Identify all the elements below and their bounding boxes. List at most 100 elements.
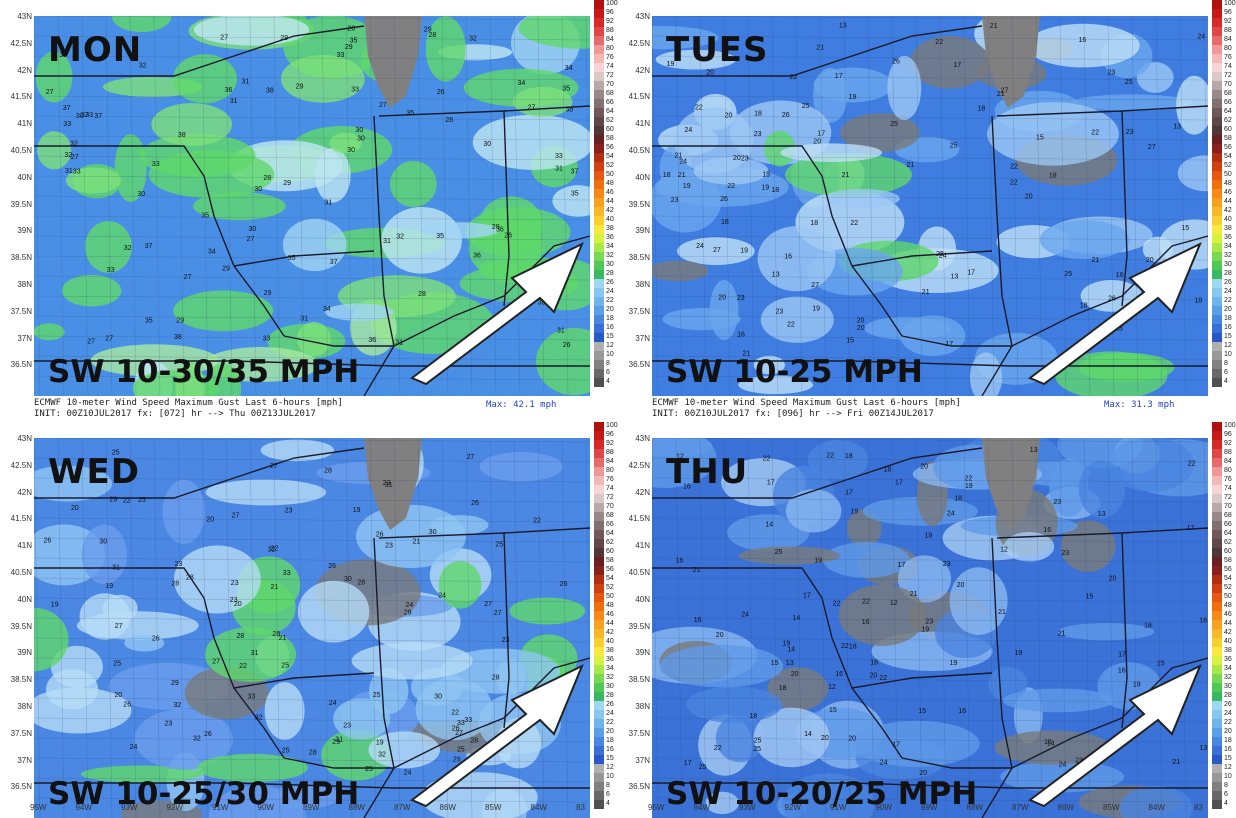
station-gust-value: 28 (237, 633, 245, 640)
station-gust-value: 27 (105, 336, 113, 343)
station-gust-value: 17 (953, 62, 961, 69)
station-gust-value: 24 (406, 602, 414, 609)
colorbar-swatch (1212, 791, 1222, 800)
latitude-label: 39.5N (618, 622, 650, 631)
station-gust-value: 22 (714, 745, 722, 752)
colorbar-label: 46 (606, 189, 614, 196)
colorbar-label: 100 (1224, 422, 1236, 429)
station-gust-value: 33 (248, 693, 256, 700)
station-gust-value: 31 (65, 168, 73, 175)
wind-field-patch (480, 452, 563, 481)
station-gust-value: 38 (178, 132, 186, 139)
station-gust-value: 19 (851, 508, 859, 515)
longitude-label: 85W (485, 803, 501, 812)
colorbar-label: 40 (1224, 216, 1232, 223)
colorbar-swatch (594, 566, 604, 575)
colorbar-swatch (1212, 243, 1222, 252)
latitude-label: 39N (0, 648, 32, 657)
colorbar-label: 26 (606, 279, 614, 286)
station-gust-value: 24 (438, 593, 446, 600)
latitude-label: 41N (0, 541, 32, 550)
latitude-label: 38N (618, 280, 650, 289)
colorbar-swatch (1212, 620, 1222, 629)
colorbar-swatch (1212, 746, 1222, 755)
station-gust-value: 12 (828, 684, 836, 691)
station-gust-value: 20 (957, 582, 965, 589)
colorbar-label: 6 (606, 791, 610, 798)
wind-field-patch (739, 547, 840, 565)
colorbar-swatch (1212, 306, 1222, 315)
colorbar-swatch (594, 503, 604, 512)
station-gust-value: 21 (678, 172, 686, 179)
caption-init: INIT: 00Z10JUL2017 fx: [096] hr --> Fri … (652, 409, 961, 420)
station-gust-value: 22 (1188, 461, 1196, 468)
colorbar-swatch (594, 530, 604, 539)
station-gust-value: 14 (804, 731, 812, 738)
station-gust-value: 30 (344, 576, 352, 583)
station-gust-value: 28 (186, 574, 194, 581)
station-gust-value: 14 (787, 646, 795, 653)
station-gust-value: 18 (663, 172, 671, 179)
station-gust-value: 23 (943, 561, 951, 568)
colorbar-label: 88 (1224, 27, 1232, 34)
station-gust-value: 31 (383, 238, 391, 245)
colorbar-swatch (594, 90, 604, 99)
station-gust-value: 25 (753, 746, 761, 753)
colorbar-swatch (594, 72, 604, 81)
colorbar-swatch (1212, 108, 1222, 117)
longitude-label: 86W (1058, 803, 1074, 812)
station-gust-value: 23 (1061, 550, 1069, 557)
colorbar-swatch (1212, 36, 1222, 45)
station-gust-value: 29 (332, 739, 340, 746)
station-gust-value: 21 (907, 162, 915, 169)
station-gust-value: 24 (947, 511, 955, 518)
station-gust-value: 24 (685, 127, 693, 134)
colorbar-label: 42 (1224, 207, 1232, 214)
station-gust-value: 32 (396, 233, 404, 240)
station-gust-value: 20 (920, 464, 928, 471)
colorbar-label: 15 (1224, 755, 1232, 762)
wind-field-patch (82, 525, 127, 585)
colorbar-label: 56 (606, 144, 614, 151)
colorbar-swatch (1212, 647, 1222, 656)
colorbar-label: 60 (606, 126, 614, 133)
colorbar-label: 44 (1224, 620, 1232, 627)
wind-field-patch (887, 56, 921, 120)
colorbar-swatch (594, 665, 604, 674)
station-gust-value: 20 (857, 325, 865, 332)
station-gust-value: 17 (945, 341, 953, 348)
station-gust-value: 26 (1108, 296, 1116, 303)
station-gust-value: 28 (272, 631, 280, 638)
colorbar-swatch (1212, 440, 1222, 449)
station-gust-value: 20 (1146, 257, 1154, 264)
station-gust-value: 20 (706, 70, 714, 77)
station-gust-value: 14 (793, 615, 801, 622)
colorbar-label: 80 (606, 45, 614, 52)
colorbar-swatch (594, 351, 604, 360)
station-gust-value: 18 (749, 713, 757, 720)
wind-field-patch (439, 561, 482, 608)
colorbar-swatch (1212, 629, 1222, 638)
colorbar-swatch (1212, 126, 1222, 135)
colorbar-swatch (594, 476, 604, 485)
colorbar-label: 72 (606, 72, 614, 79)
colorbar-swatch (594, 692, 604, 701)
colorbar-label: 28 (1224, 270, 1232, 277)
colorbar-label: 74 (1224, 63, 1232, 70)
colorbar-swatch (594, 360, 604, 369)
station-gust-value: 18 (884, 466, 892, 473)
station-gust-value: 37 (63, 105, 71, 112)
colorbar-label: 22 (1224, 297, 1232, 304)
latitude-label: 38N (0, 280, 32, 289)
station-gust-value: 27 (528, 105, 536, 112)
station-gust-value: 29 (109, 496, 117, 503)
station-gust-value: 25 (457, 747, 465, 754)
station-gust-value: 18 (1195, 298, 1203, 305)
station-gust-value: 31 (230, 98, 238, 105)
station-gust-value: 35 (288, 255, 296, 262)
colorbar-swatch (594, 584, 604, 593)
colorbar-label: 64 (1224, 108, 1232, 115)
latitude-label: 42.5N (618, 461, 650, 470)
colorbar-swatch (594, 36, 604, 45)
colorbar-label: 15 (606, 333, 614, 340)
